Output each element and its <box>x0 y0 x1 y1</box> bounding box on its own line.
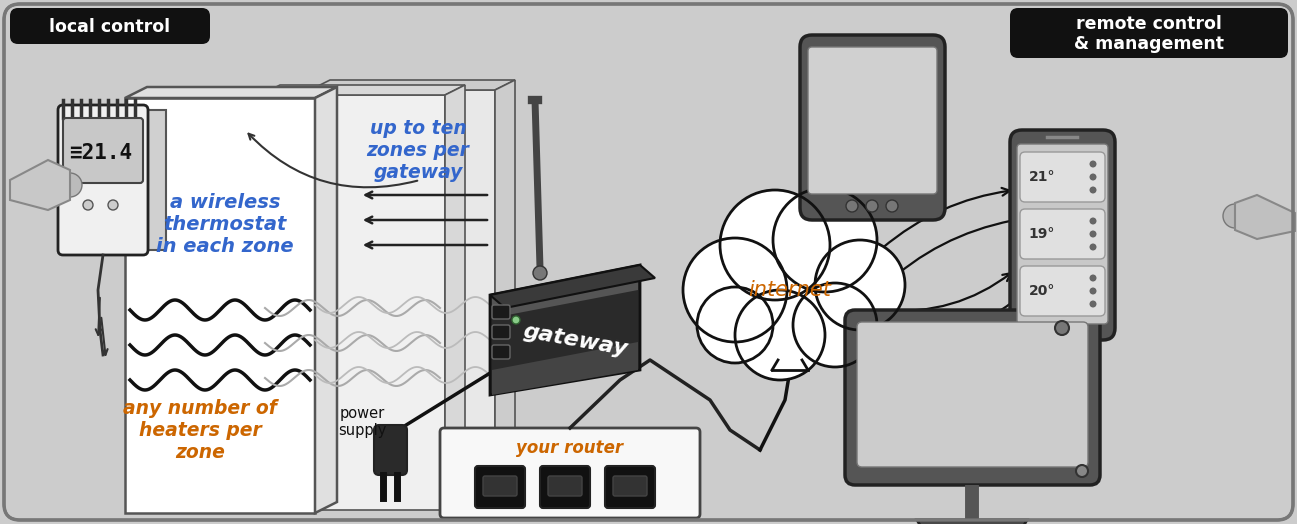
Circle shape <box>1089 300 1096 308</box>
Polygon shape <box>259 85 466 95</box>
FancyBboxPatch shape <box>64 118 143 183</box>
Circle shape <box>886 200 898 212</box>
Circle shape <box>108 200 118 210</box>
FancyBboxPatch shape <box>857 322 1088 467</box>
FancyBboxPatch shape <box>475 466 525 508</box>
Polygon shape <box>495 80 515 505</box>
FancyBboxPatch shape <box>10 8 210 44</box>
Polygon shape <box>917 520 1027 524</box>
Polygon shape <box>490 265 639 395</box>
FancyBboxPatch shape <box>800 35 946 220</box>
Circle shape <box>792 283 877 367</box>
Circle shape <box>720 190 830 300</box>
Polygon shape <box>259 95 445 510</box>
Circle shape <box>1089 173 1096 180</box>
FancyBboxPatch shape <box>58 105 148 255</box>
Circle shape <box>1223 204 1246 228</box>
Polygon shape <box>310 90 495 505</box>
FancyBboxPatch shape <box>1019 152 1105 202</box>
Circle shape <box>815 240 905 330</box>
Text: ≡21.4: ≡21.4 <box>70 143 132 163</box>
Circle shape <box>533 266 547 280</box>
Text: power
supply: power supply <box>337 406 387 438</box>
Circle shape <box>1089 160 1096 168</box>
Text: internet: internet <box>748 280 831 300</box>
Circle shape <box>684 238 787 342</box>
Polygon shape <box>315 87 337 513</box>
Text: 21°: 21° <box>1029 170 1056 184</box>
Circle shape <box>866 200 878 212</box>
FancyBboxPatch shape <box>492 305 510 319</box>
FancyBboxPatch shape <box>482 476 518 496</box>
Text: a wireless
thermostat
in each zone: a wireless thermostat in each zone <box>156 193 294 257</box>
Circle shape <box>1089 288 1096 294</box>
FancyBboxPatch shape <box>492 345 510 359</box>
FancyBboxPatch shape <box>604 466 655 508</box>
Circle shape <box>1089 231 1096 237</box>
Circle shape <box>1089 275 1096 281</box>
Circle shape <box>1089 244 1096 250</box>
Polygon shape <box>125 98 315 513</box>
Circle shape <box>696 287 773 363</box>
FancyBboxPatch shape <box>846 310 1100 485</box>
FancyBboxPatch shape <box>549 476 582 496</box>
Circle shape <box>846 200 859 212</box>
Text: 19°: 19° <box>1029 227 1056 241</box>
Polygon shape <box>772 360 808 370</box>
FancyBboxPatch shape <box>440 428 700 518</box>
Text: 20°: 20° <box>1029 284 1056 298</box>
Circle shape <box>58 173 82 197</box>
FancyBboxPatch shape <box>613 476 647 496</box>
Polygon shape <box>125 87 337 98</box>
Polygon shape <box>445 85 466 510</box>
Circle shape <box>735 290 825 380</box>
FancyBboxPatch shape <box>1010 130 1115 340</box>
FancyBboxPatch shape <box>540 466 590 508</box>
FancyBboxPatch shape <box>1019 266 1105 316</box>
Text: remote control
& management: remote control & management <box>1074 15 1224 53</box>
FancyBboxPatch shape <box>492 325 510 339</box>
FancyBboxPatch shape <box>4 4 1293 520</box>
Polygon shape <box>1235 195 1294 239</box>
FancyBboxPatch shape <box>1019 209 1105 259</box>
Polygon shape <box>492 265 638 318</box>
Text: up to ten
zones per
gateway: up to ten zones per gateway <box>367 118 470 181</box>
Circle shape <box>1089 187 1096 193</box>
Text: gateway: gateway <box>521 321 629 359</box>
Circle shape <box>512 316 520 324</box>
Text: any number of
heaters per
zone: any number of heaters per zone <box>123 398 278 462</box>
FancyBboxPatch shape <box>1010 8 1288 58</box>
Polygon shape <box>310 80 515 90</box>
Circle shape <box>83 200 93 210</box>
Circle shape <box>1077 465 1088 477</box>
Polygon shape <box>490 265 655 308</box>
Polygon shape <box>10 160 70 210</box>
Circle shape <box>1054 321 1069 335</box>
FancyBboxPatch shape <box>1017 144 1108 324</box>
Polygon shape <box>148 110 166 250</box>
Text: local control: local control <box>49 18 171 36</box>
Text: your router: your router <box>516 439 624 457</box>
Circle shape <box>725 220 855 350</box>
Polygon shape <box>492 342 638 395</box>
Circle shape <box>773 188 877 292</box>
Circle shape <box>1089 217 1096 224</box>
FancyBboxPatch shape <box>374 425 407 475</box>
FancyBboxPatch shape <box>808 47 936 194</box>
